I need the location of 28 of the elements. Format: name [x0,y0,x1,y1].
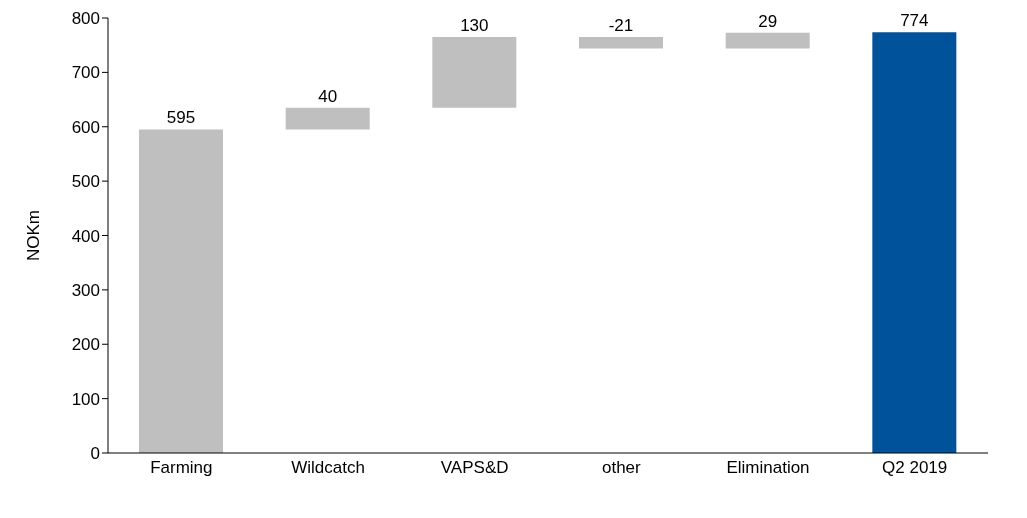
data-label: 29 [758,11,778,31]
x-tick-label: Q2 2019 [882,458,948,478]
bar [432,37,517,108]
y-tick-label: 600 [71,117,100,137]
x-tick-label: Elimination [726,458,810,478]
y-tick-label: 300 [71,280,100,300]
data-label: -21 [608,16,634,36]
x-tick-label: VAPS&D [440,458,509,478]
y-tick-label: 500 [71,172,100,192]
data-label: 40 [318,86,338,106]
y-axis-title: NOKm [24,210,44,261]
bar [139,129,223,453]
y-tick-label: 200 [71,335,100,355]
data-label: 130 [460,16,489,36]
bar [579,37,663,49]
data-label: 774 [900,11,929,31]
x-tick-label: Farming [150,458,213,478]
bar [872,32,957,453]
data-label: 595 [166,108,196,128]
bar [725,32,810,49]
y-tick-label: 0 [90,444,100,464]
y-tick-label: 800 [71,9,100,29]
x-tick-label: Wildcatch [291,458,365,478]
y-tick-label: 100 [71,389,100,409]
x-tick-label: other [601,458,642,478]
bar [285,107,370,130]
y-tick-label: 700 [71,63,100,83]
y-tick-label: 400 [71,226,100,246]
